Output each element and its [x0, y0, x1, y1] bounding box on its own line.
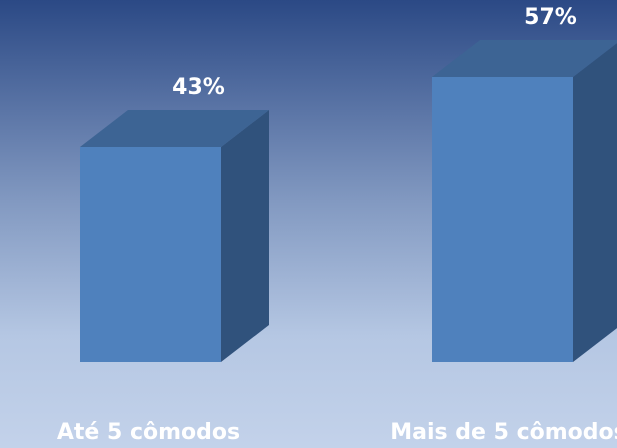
bar-top: [80, 110, 269, 147]
x-tick-label: Mais de 5 cômodos: [390, 420, 617, 445]
bar: [432, 77, 573, 362]
bar: [80, 147, 221, 362]
bar-side: [573, 43, 617, 362]
bar-top: [432, 40, 617, 77]
value-label: 57%: [524, 5, 577, 30]
value-label: 43%: [172, 75, 225, 100]
bar-side: [221, 110, 269, 362]
x-tick-label: Até 5 cômodos: [57, 420, 240, 445]
